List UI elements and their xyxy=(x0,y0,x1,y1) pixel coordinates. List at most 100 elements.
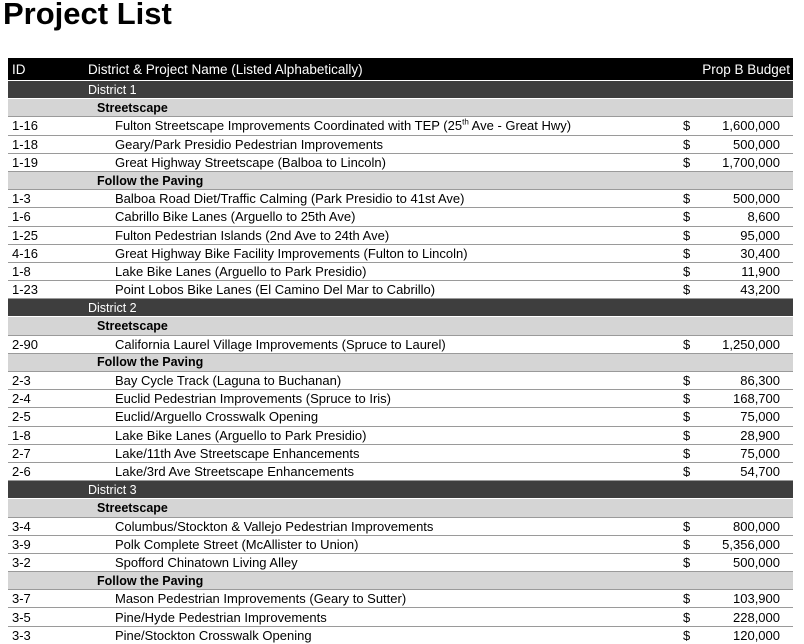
project-id: 2-4 xyxy=(12,391,31,407)
budget-cell: $1,600,000 xyxy=(683,118,793,133)
project-name: Euclid Pedestrian Improvements (Spruce t… xyxy=(115,391,391,407)
project-id: 3-9 xyxy=(12,536,31,552)
project-id: 2-5 xyxy=(12,409,31,425)
currency-symbol: $ xyxy=(683,627,691,643)
budget-cell: $168,700 xyxy=(683,391,793,406)
project-row: 3-4 Columbus/Stockton & Vallejo Pedestria… xyxy=(8,517,793,536)
currency-symbol: $ xyxy=(683,154,691,170)
budget-amount: 5,356,000 xyxy=(722,536,780,552)
column-header-budget: Prop B Budget xyxy=(702,61,790,77)
project-id: 3-4 xyxy=(12,518,31,534)
district-bar-row: District 3 xyxy=(8,481,793,500)
budget-amount: 30,400 xyxy=(740,245,780,261)
category-label: Streetscape xyxy=(97,100,168,115)
section-bar-row: Follow the Paving xyxy=(8,171,793,191)
project-name: Spofford Chinatown Living Alley xyxy=(115,554,298,570)
project-name: Euclid/Arguello Crosswalk Opening xyxy=(115,409,319,425)
project-name: Lake Bike Lanes (Arguello to Park Presid… xyxy=(115,263,367,279)
category-label: Follow the Paving xyxy=(97,573,204,588)
project-id: 3-2 xyxy=(12,554,31,570)
page-title: Project List xyxy=(3,0,172,31)
project-row: 2-6 Lake/3rd Ave Streetscape Enhancements… xyxy=(8,462,793,482)
budget-cell: $95,000 xyxy=(683,228,793,243)
project-id: 1-6 xyxy=(12,209,31,225)
category-label: Streetscape xyxy=(97,500,168,515)
project-name: Polk Complete Street (McAllister to Unio… xyxy=(115,536,359,552)
district-bar-row: District 1 xyxy=(8,81,793,100)
budget-cell: $11,900 xyxy=(683,264,793,279)
project-id: 2-7 xyxy=(12,445,31,461)
project-name: Great Highway Bike Facility Improvements… xyxy=(115,245,468,261)
budget-amount: 500,000 xyxy=(733,191,780,207)
budget-amount: 95,000 xyxy=(740,227,780,243)
table-body: District 1 Streetscape 1-16 Fulton Streetsc… xyxy=(8,81,793,644)
budget-amount: 75,000 xyxy=(740,445,780,461)
project-id: 1-8 xyxy=(12,427,31,443)
project-name: Point Lobos Bike Lanes (El Camino Del Ma… xyxy=(115,282,436,298)
budget-amount: 8,600 xyxy=(747,209,780,225)
project-id: 1-23 xyxy=(12,282,39,298)
project-name: Geary/Park Presidio Pedestrian Improveme… xyxy=(115,136,384,152)
currency-symbol: $ xyxy=(683,209,691,225)
project-name: Pine/Hyde Pedestrian Improvements xyxy=(115,609,327,625)
project-row: 3-7 Mason Pedestrian Improvements (Geary … xyxy=(8,590,793,609)
budget-amount: 228,000 xyxy=(733,609,780,625)
currency-symbol: $ xyxy=(683,263,691,279)
project-row: 1-3 Balboa Road Diet/Traffic Calming (Par… xyxy=(8,190,793,209)
project-name: Lake Bike Lanes (Arguello to Park Presid… xyxy=(115,427,367,443)
project-name: Lake/11th Ave Streetscape Enhancements xyxy=(115,445,360,461)
budget-cell: $800,000 xyxy=(683,519,793,534)
currency-symbol: $ xyxy=(683,445,691,461)
table-header-row: ID District & Project Name (Listed Alpha… xyxy=(8,58,793,80)
budget-amount: 1,600,000 xyxy=(722,118,780,134)
project-row: 2-4 Euclid Pedestrian Improvements (Spruc… xyxy=(8,390,793,409)
project-id: 4-16 xyxy=(12,245,39,261)
budget-cell: $43,200 xyxy=(683,282,793,297)
currency-symbol: $ xyxy=(683,609,691,625)
currency-symbol: $ xyxy=(683,191,691,207)
project-row: 3-2 Spofford Chinatown Living Alley $500,0… xyxy=(8,553,793,573)
column-header-id: ID xyxy=(12,61,26,77)
project-id: 3-3 xyxy=(12,627,31,643)
project-name: Balboa Road Diet/Traffic Calming (Park P… xyxy=(115,191,465,207)
project-row: 1-8 Lake Bike Lanes (Arguello to Park Pre… xyxy=(8,262,793,282)
budget-cell: $120,000 xyxy=(683,628,793,643)
project-row: 3-9 Polk Complete Street (McAllister to U… xyxy=(8,535,793,554)
currency-symbol: $ xyxy=(683,409,691,425)
currency-symbol: $ xyxy=(683,118,691,134)
budget-cell: $228,000 xyxy=(683,610,793,625)
section-bar-row: Streetscape xyxy=(8,99,793,118)
project-name: Cabrillo Bike Lanes (Arguello to 25th Av… xyxy=(115,209,356,225)
currency-symbol: $ xyxy=(683,227,691,243)
district-label: District 1 xyxy=(88,82,137,97)
project-id: 3-5 xyxy=(12,609,31,625)
district-label: District 3 xyxy=(88,482,137,497)
project-row: 3-3 Pine/Stockton Crosswalk Opening $120,0… xyxy=(8,626,793,644)
budget-cell: $500,000 xyxy=(683,137,793,152)
section-bar-row: Follow the Paving xyxy=(8,353,793,372)
budget-cell: $30,400 xyxy=(683,246,793,261)
project-id: 1-8 xyxy=(12,263,31,279)
budget-cell: $28,900 xyxy=(683,428,793,443)
currency-symbol: $ xyxy=(683,336,691,352)
budget-cell: $86,300 xyxy=(683,373,793,388)
budget-cell: $1,700,000 xyxy=(683,155,793,170)
budget-amount: 120,000 xyxy=(733,627,780,643)
budget-cell: $5,356,000 xyxy=(683,537,793,552)
project-row: 1-18 Geary/Park Presidio Pedestrian Impro… xyxy=(8,135,793,154)
budget-amount: 11,900 xyxy=(741,263,780,279)
section-bar-row: Streetscape xyxy=(8,317,793,336)
project-id: 2-6 xyxy=(12,464,31,480)
budget-cell: $54,700 xyxy=(683,464,793,479)
project-id: 1-16 xyxy=(12,118,39,134)
project-name: Lake/3rd Ave Streetscape Enhancements xyxy=(115,464,354,480)
project-name: Mason Pedestrian Improvements (Geary to … xyxy=(115,591,407,607)
budget-amount: 103,900 xyxy=(733,591,780,607)
district-label: District 2 xyxy=(88,300,137,315)
budget-cell: $500,000 xyxy=(683,555,793,570)
district-bar-row: District 2 xyxy=(8,299,793,318)
project-table: ID District & Project Name (Listed Alpha… xyxy=(8,58,793,644)
currency-symbol: $ xyxy=(683,464,691,480)
project-row: 1-23 Point Lobos Bike Lanes (El Camino De… xyxy=(8,281,793,300)
project-name: Great Highway Streetscape (Balboa to Lin… xyxy=(115,154,386,170)
